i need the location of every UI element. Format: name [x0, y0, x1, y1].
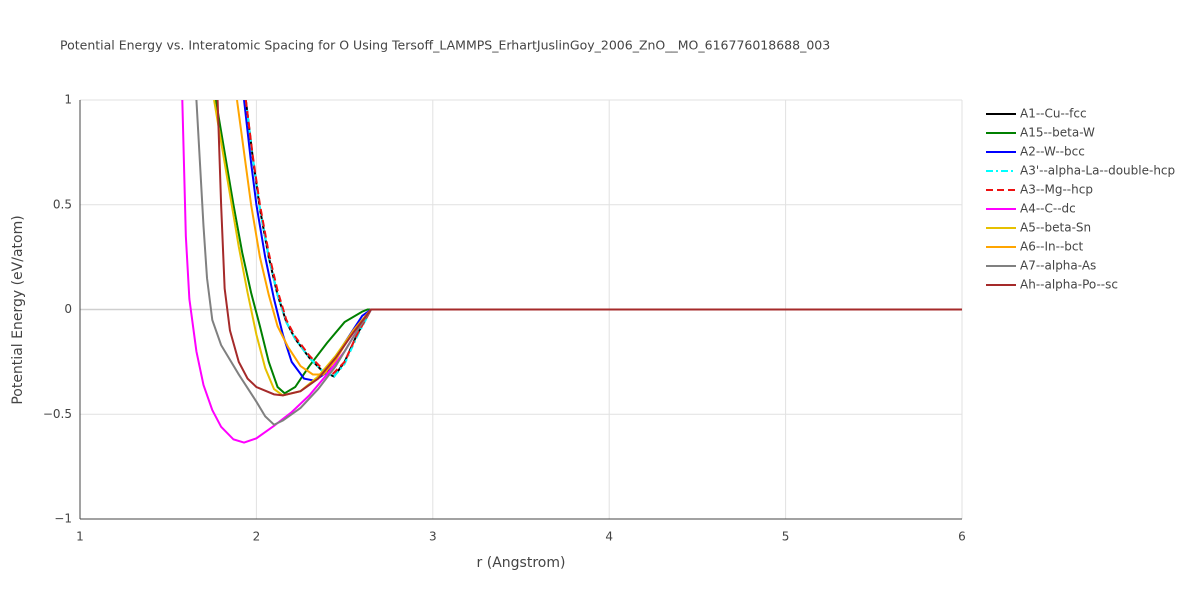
legend-label: A5--beta-Sn — [1020, 221, 1091, 235]
y-tick-label: 1 — [64, 93, 72, 107]
legend-label: A3--Mg--hcp — [1020, 183, 1093, 197]
x-tick-label: 1 — [76, 530, 84, 544]
y-tick-label: 0.5 — [53, 197, 72, 211]
legend-label: A6--In--bct — [1020, 240, 1084, 254]
legend: A1--Cu--fcc A15--beta-W A2--W--bcc A3'--alp… — [986, 107, 1175, 292]
x-tick-label: 6 — [958, 530, 966, 544]
series-line — [244, 100, 962, 376]
plot-area — [181, 100, 962, 444]
x-tick-label: 4 — [605, 530, 613, 544]
series-line — [244, 100, 962, 378]
y-tick-label: −1 — [54, 512, 72, 526]
legend-label: A7--alpha-As — [1020, 259, 1096, 273]
legend-label: A1--Cu--fcc — [1020, 107, 1087, 121]
series-line — [195, 100, 962, 426]
legend-label: A2--W--bcc — [1020, 145, 1085, 159]
x-axis-title: r (Angstrom) — [477, 555, 566, 571]
series-line — [244, 100, 962, 378]
legend-label: A3'--alpha-La--double-hcp — [1020, 164, 1175, 178]
y-tick-label: 0 — [64, 302, 72, 316]
x-tick-label: 5 — [782, 530, 790, 544]
legend-label: A15--beta-W — [1020, 126, 1095, 140]
y-tick-label: −0.5 — [43, 407, 72, 421]
chart-title: Potential Energy vs. Interatomic Spacing… — [60, 38, 830, 53]
legend-label: A4--C--dc — [1020, 202, 1076, 216]
x-tick-label: 3 — [429, 530, 437, 544]
legend-label: Ah--alpha-Po--sc — [1020, 278, 1118, 292]
series-line — [236, 100, 962, 376]
y-axis-title: Potential Energy (eV/atom) — [10, 215, 26, 404]
x-tick-label: 2 — [253, 530, 261, 544]
series-line — [214, 100, 962, 395]
series-line — [213, 100, 962, 397]
series-line — [243, 100, 962, 382]
series-line — [216, 100, 962, 397]
